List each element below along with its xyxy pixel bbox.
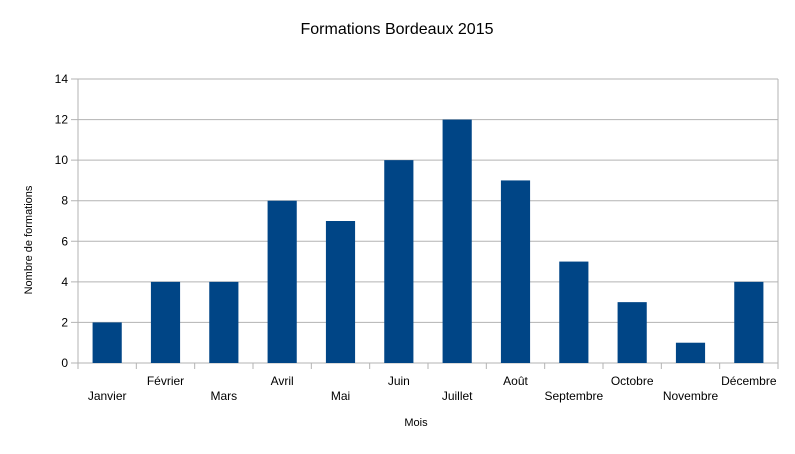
y-tick-label: 8 [61,194,68,208]
x-tick-label: Janvier [88,389,127,403]
x-tick-label: Mai [331,389,350,403]
bar [442,119,472,363]
x-tick-label: Juillet [442,389,473,403]
x-tick-label: Février [147,374,184,388]
y-tick-label: 2 [61,315,68,329]
y-tick-label: 6 [61,234,68,248]
bar [500,180,531,363]
bar [209,281,239,363]
x-tick-label: Juin [388,374,410,388]
chart-title: Formations Bordeaux 2015 [301,21,494,38]
bars [92,119,764,363]
y-tick-label: 4 [61,275,68,289]
bar [559,261,589,363]
bar [150,281,181,363]
bar [325,221,356,363]
bar [617,302,647,363]
x-tick-label: Mars [210,389,237,403]
x-tick-labels: Janvier Février Mars Avril Mai Juin Juillet Aoû… [88,374,777,403]
grid-lines [71,78,778,364]
bar [92,322,122,363]
x-tick-label: Août [503,374,528,388]
axes [77,79,779,369]
bar [267,200,297,363]
x-tick-label: Octobre [611,374,654,388]
y-tick-label: 10 [55,153,69,167]
y-tick-label: 12 [55,113,69,127]
y-axis-title: Nombre de formations [23,185,35,294]
bar [675,342,706,363]
y-tick-label: 0 [61,356,68,370]
x-tick-label: Avril [271,374,294,388]
bar [734,281,764,363]
x-tick-label: Septembre [544,389,603,403]
x-axis-title: Mois [404,417,428,429]
bar [384,160,414,363]
y-tick-labels: 0 2 4 6 8 10 12 14 [55,72,69,370]
x-tick-label: Novembre [663,389,719,403]
y-tick-label: 14 [55,72,69,86]
x-tick-label: Décembre [721,374,777,388]
